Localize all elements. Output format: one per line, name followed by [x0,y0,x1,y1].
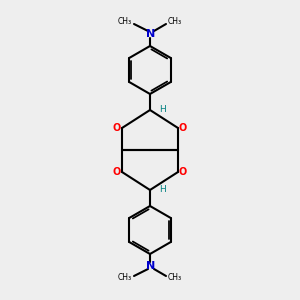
Text: CH₃: CH₃ [168,274,182,283]
Text: O: O [179,123,187,133]
Text: O: O [179,167,187,177]
Text: O: O [113,123,121,133]
Text: H: H [159,185,166,194]
Text: CH₃: CH₃ [118,274,132,283]
Text: N: N [146,261,156,271]
Text: CH₃: CH₃ [168,17,182,26]
Text: O: O [113,167,121,177]
Text: CH₃: CH₃ [118,17,132,26]
Text: H: H [159,106,166,115]
Text: N: N [146,29,156,39]
